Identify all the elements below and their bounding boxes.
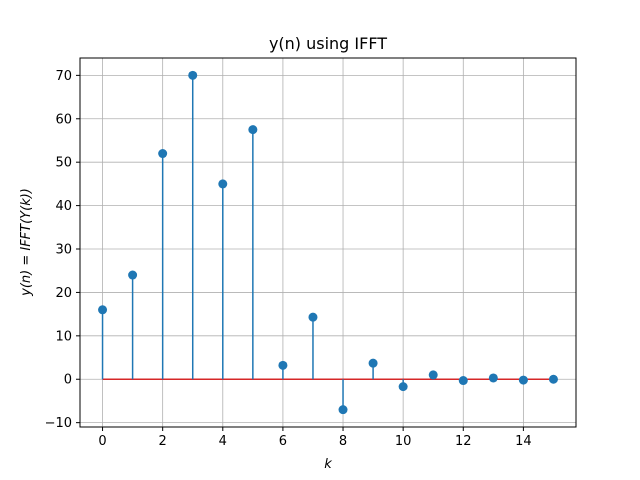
stem-marker	[518, 375, 528, 385]
stem-marker	[188, 70, 198, 80]
y-tick-label: 60	[55, 112, 72, 127]
x-tick-label: 8	[339, 434, 347, 449]
y-tick-label: 30	[55, 243, 72, 258]
stem-marker	[308, 312, 318, 322]
y-tick-label: 0	[64, 373, 72, 388]
stem-marker	[488, 373, 498, 383]
y-axis-label: y(n) = IFFT(Y(k))	[19, 188, 34, 297]
y-tick-label: 10	[55, 329, 72, 344]
stem-marker	[428, 370, 438, 380]
stem-marker	[338, 405, 348, 415]
x-tick-label: 2	[159, 434, 167, 449]
stem-marker	[218, 179, 228, 189]
x-tick-label: 14	[515, 434, 532, 449]
y-tick-label: 70	[55, 69, 72, 84]
plot-frame	[79, 57, 577, 428]
chart-title: y(n) using IFFT	[269, 34, 387, 53]
stem-marker	[398, 382, 408, 392]
stem-marker	[278, 360, 288, 370]
markers	[98, 70, 558, 415]
x-tick-label: 12	[455, 434, 472, 449]
stem-marker	[98, 305, 108, 315]
stem-marker	[548, 374, 558, 384]
x-axis-label: k	[324, 457, 332, 472]
stem-marker	[368, 358, 378, 368]
x-tick-label: 0	[98, 434, 106, 449]
x-tick-label: 6	[279, 434, 287, 449]
stem-marker	[248, 125, 258, 135]
y-tick-label: −10	[45, 416, 72, 431]
stem-marker	[458, 376, 468, 386]
x-tick-label: 4	[219, 434, 227, 449]
stems	[101, 75, 525, 410]
stem-marker	[128, 270, 138, 280]
y-tick-label: 50	[55, 156, 72, 171]
y-tick-label: 40	[55, 199, 72, 214]
ticks: 0 2 4 6 8 10 12 14 −10 0 10 20 30 40 50 60 70	[45, 69, 532, 449]
stem-marker	[158, 149, 168, 159]
y-tick-label: 20	[55, 286, 72, 301]
x-tick-label: 10	[395, 434, 412, 449]
